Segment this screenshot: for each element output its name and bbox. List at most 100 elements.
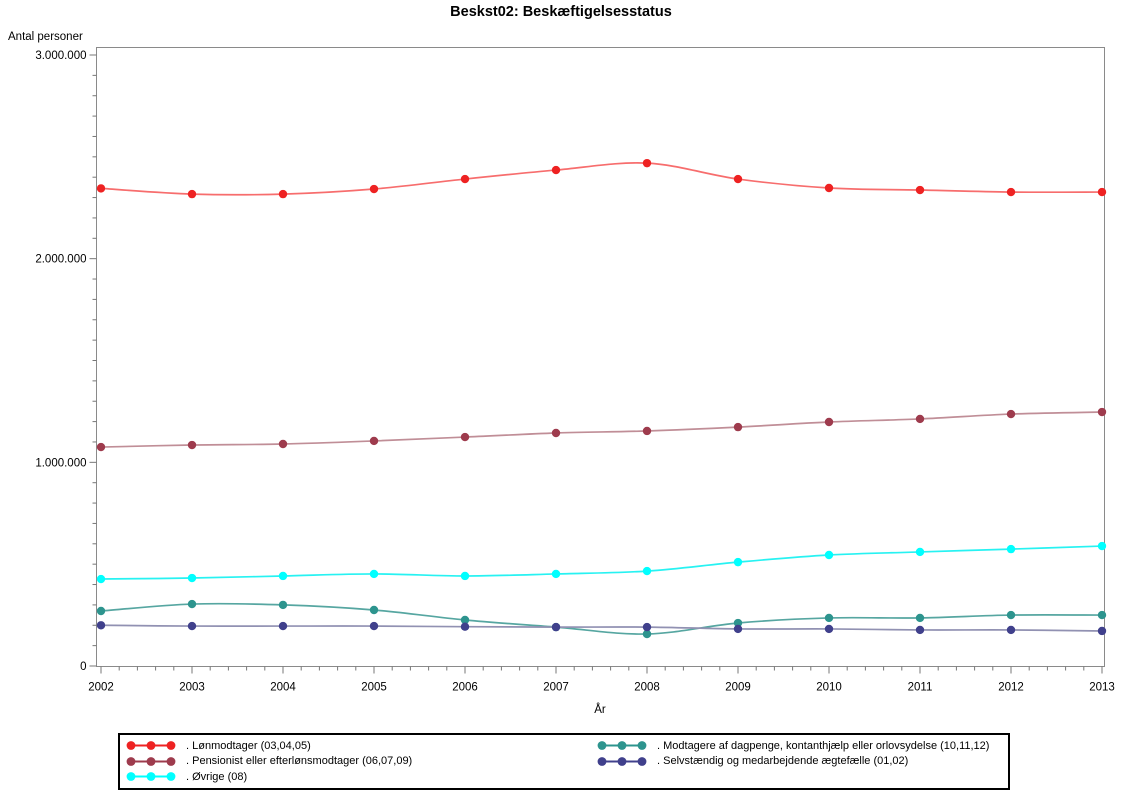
legend: . Lønmodtager (03,04,05) . Pensionist ell… — [118, 733, 1010, 790]
series-point-3 — [642, 629, 652, 639]
series-point-1 — [642, 426, 652, 436]
series-point-4 — [824, 624, 834, 634]
series-point-1 — [733, 422, 743, 432]
series-point-1 — [96, 442, 106, 452]
series-point-1 — [915, 414, 925, 424]
series-point-0 — [733, 174, 743, 184]
x-tick-label: 2011 — [908, 682, 933, 694]
series-point-3 — [187, 599, 197, 609]
series-point-3 — [1097, 610, 1107, 620]
series-point-2 — [551, 569, 561, 579]
x-tick-label: 2010 — [816, 682, 842, 694]
series-point-2 — [733, 557, 743, 567]
x-tick-label: 2007 — [543, 682, 569, 694]
legend-item: . Modtagere af dagpenge, kontanthjælp el… — [595, 738, 1008, 754]
series-point-4 — [369, 621, 379, 631]
series-point-0 — [642, 158, 652, 168]
series-point-4 — [278, 621, 288, 631]
series-line-4 — [100, 624, 1103, 632]
series-point-3 — [733, 618, 743, 628]
series-point-0 — [1006, 187, 1016, 197]
series-point-2 — [642, 566, 652, 576]
y-axis-title: Antal personer — [8, 31, 83, 43]
series-point-2 — [96, 574, 106, 584]
series-point-0 — [915, 185, 925, 195]
legend-item: . Selvstændig og medarbejdende ægtefælle… — [595, 754, 1008, 770]
series-point-3 — [824, 613, 834, 623]
x-tick-label: 2013 — [1089, 682, 1115, 694]
series-point-2 — [1006, 544, 1016, 554]
series-point-0 — [187, 189, 197, 199]
series-point-2 — [824, 550, 834, 560]
legend-item-label: . Øvrige (08) — [186, 770, 248, 783]
series-point-2 — [915, 547, 925, 557]
series-point-4 — [642, 622, 652, 632]
x-tick-label: 2002 — [88, 682, 114, 694]
x-tick-label: 2012 — [998, 682, 1024, 694]
series-point-2 — [187, 573, 197, 583]
x-axis-title: År — [594, 704, 606, 716]
legend-series-marker-icon — [597, 741, 647, 751]
series-point-3 — [96, 606, 106, 616]
y-tick-label: 2.000.000 — [35, 254, 86, 266]
legend-series-marker-icon — [597, 756, 647, 766]
legend-item: . Øvrige (08) — [124, 769, 595, 785]
series-point-0 — [278, 189, 288, 199]
series-point-2 — [369, 569, 379, 579]
x-tick-label: 2009 — [725, 682, 751, 694]
legend-item-label: . Modtagere af dagpenge, kontanthjælp el… — [657, 739, 990, 752]
series-point-3 — [369, 605, 379, 615]
series-point-1 — [1006, 409, 1016, 419]
series-point-4 — [1006, 625, 1016, 635]
series-point-4 — [551, 622, 561, 632]
y-tick-label: 3.000.000 — [35, 50, 86, 62]
series-point-0 — [1097, 187, 1107, 197]
series-point-4 — [187, 621, 197, 631]
series-point-1 — [187, 440, 197, 450]
series-line-0 — [100, 162, 1103, 196]
series-point-1 — [460, 432, 470, 442]
y-tick-label: 1.000.000 — [35, 457, 86, 469]
series-point-3 — [460, 615, 470, 625]
x-tick-label: 2006 — [452, 682, 478, 694]
series-point-4 — [96, 621, 106, 630]
legend-series-marker-icon — [126, 772, 176, 782]
series-point-1 — [824, 417, 834, 427]
legend-series-marker-icon — [126, 756, 176, 766]
plot-area: 0 1.000.000 2.000.000 3.000.000 2002 2003 2004… — [35, 47, 1115, 694]
y-tick-label: 0 — [80, 661, 86, 673]
x-tick-label: 2003 — [179, 682, 205, 694]
series-point-2 — [1097, 541, 1107, 551]
plot-frame — [96, 47, 1105, 667]
series-point-1 — [1097, 407, 1107, 417]
legend-item: . Pensionist eller efterlønsmodtager (06… — [124, 754, 595, 770]
series-point-0 — [369, 184, 379, 194]
series-point-1 — [369, 436, 379, 446]
series-point-3 — [1006, 610, 1016, 620]
series-line-1 — [100, 411, 1103, 448]
legend-item: . Lønmodtager (03,04,05) — [124, 738, 595, 754]
legend-series-marker-icon — [126, 741, 176, 751]
series-point-3 — [915, 613, 925, 623]
series-line-3 — [100, 602, 1103, 635]
legend-item-label: . Pensionist eller efterlønsmodtager (06… — [186, 755, 413, 768]
chart-title: Beskst02: Beskæftigelsesstatus — [450, 4, 672, 20]
series-point-4 — [915, 625, 925, 635]
series-point-2 — [460, 571, 470, 581]
series-point-0 — [551, 165, 561, 175]
legend-item-label: . Selvstændig og medarbejdende ægtefælle… — [657, 755, 909, 768]
series-point-4 — [733, 624, 743, 634]
series-point-0 — [460, 174, 470, 184]
series-point-4 — [460, 622, 470, 631]
legend-item-label: . Lønmodtager (03,04,05) — [186, 739, 311, 752]
x-tick-label: 2005 — [361, 682, 387, 694]
series-point-3 — [278, 600, 288, 610]
series-point-0 — [96, 184, 106, 193]
x-tick-label: 2008 — [634, 682, 660, 694]
series-point-0 — [824, 183, 834, 193]
series-point-2 — [278, 571, 288, 581]
series-line-2 — [100, 545, 1103, 580]
x-tick-label: 2004 — [270, 682, 296, 694]
series-point-1 — [551, 428, 561, 438]
